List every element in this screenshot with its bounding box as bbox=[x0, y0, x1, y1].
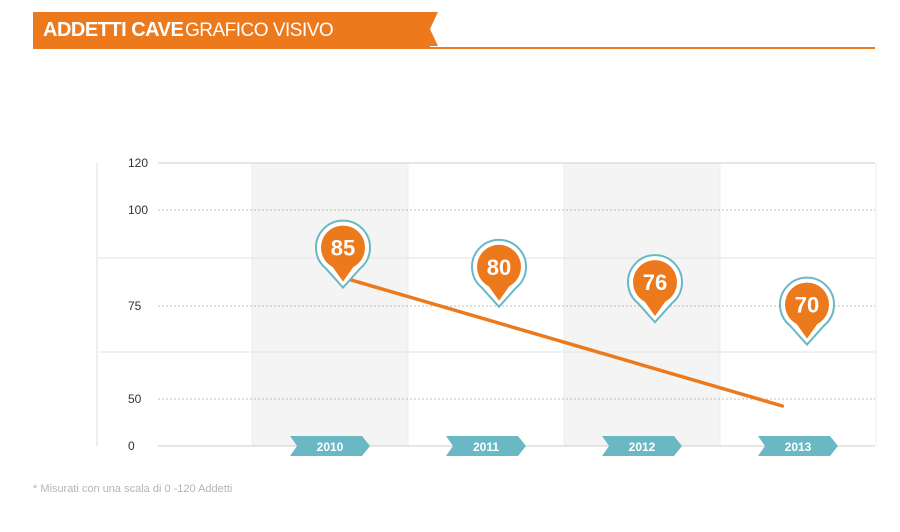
page-subtitle: GRAFICO VISIVO bbox=[185, 20, 334, 41]
y-tick-label: 50 bbox=[128, 392, 142, 406]
header-tab bbox=[33, 12, 430, 47]
column-band bbox=[252, 163, 408, 446]
y-tick-label: 120 bbox=[128, 156, 148, 170]
data-pin-tip bbox=[331, 264, 355, 282]
x-tick-label: 2013 bbox=[785, 440, 812, 454]
data-pin bbox=[785, 282, 829, 327]
line-chart: 0 50 75 100 120 85 2010 80 2011 76 2012 70 2013 bbox=[96, 156, 877, 456]
series-line bbox=[339, 275, 785, 408]
year-tag bbox=[758, 436, 838, 456]
page-title: ADDETTI CAVE bbox=[43, 19, 184, 41]
data-pin bbox=[633, 260, 677, 305]
data-pin bbox=[477, 244, 521, 289]
data-pin bbox=[321, 225, 365, 270]
year-tag bbox=[602, 436, 682, 456]
data-label: 76 bbox=[643, 270, 667, 295]
y-tick-label: 0 bbox=[128, 439, 135, 453]
y-tick-label: 100 bbox=[128, 203, 148, 217]
year-tag bbox=[446, 436, 526, 456]
year-tag bbox=[290, 436, 370, 456]
page-header: ADDETTI CAVE GRAFICO VISIVO bbox=[33, 12, 875, 52]
data-pin-tip bbox=[487, 283, 511, 301]
data-label: 80 bbox=[487, 255, 511, 280]
header-notch bbox=[430, 12, 438, 46]
header-rule bbox=[33, 47, 875, 49]
x-tick-label: 2012 bbox=[629, 440, 656, 454]
data-pin-tip bbox=[795, 321, 819, 339]
data-pin-tip bbox=[643, 299, 667, 317]
data-label: 70 bbox=[795, 293, 819, 318]
x-tick-label: 2011 bbox=[473, 440, 499, 454]
x-tick-label: 2010 bbox=[317, 440, 344, 454]
data-label: 85 bbox=[331, 236, 355, 261]
y-tick-label: 75 bbox=[128, 299, 142, 313]
footnote: * Misurati con una scala di 0 -120 Addet… bbox=[33, 483, 233, 495]
